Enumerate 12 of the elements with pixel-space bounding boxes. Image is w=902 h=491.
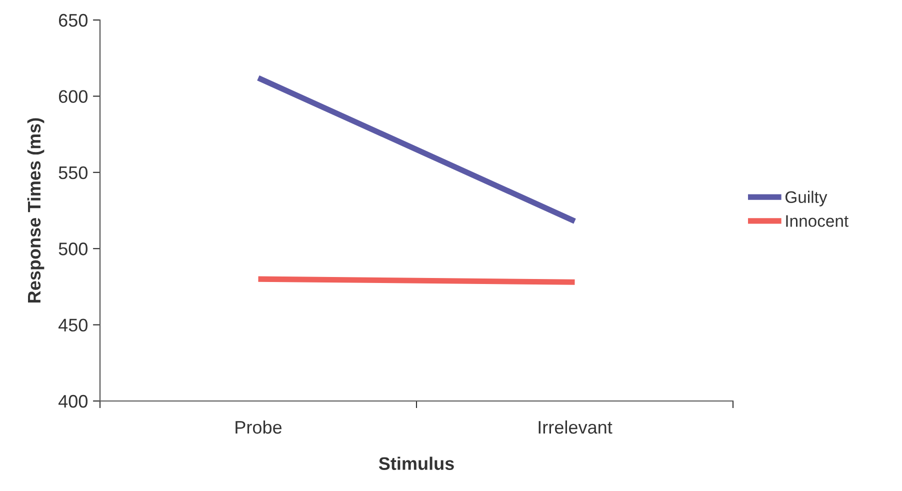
y-tick-label: 550 <box>58 166 88 180</box>
y-tick-label: 600 <box>58 90 88 103</box>
y-tick-label: 450 <box>58 318 88 332</box>
y-tick-label: 500 <box>58 242 88 256</box>
legend-label: Innocent <box>786 215 848 227</box>
y-tick-label: 650 <box>58 14 88 27</box>
x-tick-label: Probe <box>236 420 282 434</box>
y-tick-label: 400 <box>58 394 88 408</box>
x-axis-title: Stimulus <box>378 456 454 470</box>
y-axis-title: Response Times (ms) <box>27 118 44 302</box>
legend-label: Guilty <box>786 190 828 206</box>
x-tick-label: Irrelevant <box>538 420 612 434</box>
